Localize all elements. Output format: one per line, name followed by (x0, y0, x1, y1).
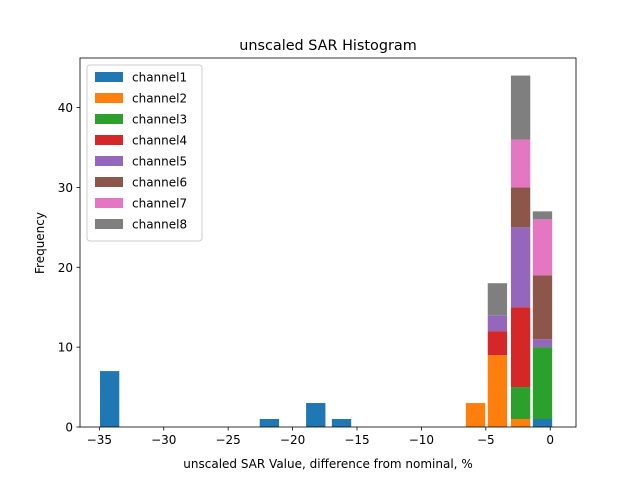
bar-channel7-bin-8 (532, 219, 553, 276)
bar-channel1-bin-2 (259, 419, 280, 427)
legend-label-channel7: channel7 (132, 197, 187, 211)
bar-channel5-bin-8 (532, 339, 553, 348)
x-tick-label: −35 (87, 433, 112, 447)
x-tick-label: −30 (151, 433, 176, 447)
chart-title: unscaled SAR Histogram (239, 38, 417, 54)
x-tick-label: 0 (546, 433, 554, 447)
plot-frame (79, 57, 577, 428)
bar-channel5-bin-6 (487, 315, 508, 332)
legend-label-channel5: channel5 (132, 155, 187, 169)
legend-swatch-channel3 (95, 114, 123, 124)
bar-channel5-bin-7 (510, 227, 531, 308)
y-tick-label: 0 (65, 421, 73, 435)
legend-label-channel1: channel1 (132, 71, 187, 85)
x-axis-label: unscaled SAR Value, difference from nomi… (183, 457, 472, 471)
bar-channel6-bin-8 (532, 275, 553, 340)
bar-channel2-bin-7 (510, 419, 531, 427)
legend-swatch-channel6 (95, 177, 123, 187)
x-tick-label: −5 (477, 433, 495, 447)
legend: channel1 channel2 channel3 channel4 channel5… (86, 64, 203, 242)
bar-channel4-bin-7 (510, 307, 531, 388)
legend-swatch-channel2 (95, 93, 123, 103)
legend-label-channel8: channel8 (132, 218, 187, 232)
bar-channel8-bin-6 (487, 283, 508, 316)
y-tick-label: 30 (58, 181, 73, 195)
y-tick-label: 10 (58, 341, 73, 355)
legend-swatch-channel7 (95, 198, 123, 208)
bar-channel1-bin-4 (331, 419, 352, 427)
axes-layer: −35 −30 −25 −20 −15 −10 −5 0 0 10 20 30 40 (58, 57, 577, 447)
bar-channel8-bin-7 (510, 75, 531, 140)
legend-label-channel4: channel4 (132, 134, 187, 148)
legend-swatch-channel1 (95, 72, 123, 82)
x-tick-label: −20 (280, 433, 305, 447)
bar-channel3-bin-7 (510, 387, 531, 420)
legend-swatch-channel8 (95, 219, 123, 229)
legend-label-channel6: channel6 (132, 176, 187, 190)
bar-channel1-bin-3 (306, 403, 326, 427)
bar-channel8-bin-8 (532, 211, 553, 220)
bar-channel7-bin-7 (510, 139, 531, 188)
legend-box (86, 64, 203, 242)
bar-channel3-bin-8 (532, 347, 553, 420)
y-tick-label: 20 (58, 261, 73, 275)
legend-swatch-channel4 (95, 135, 123, 145)
bar-channel2-bin-5 (465, 403, 486, 427)
bar-channel4-bin-6 (487, 331, 508, 356)
legend-label-channel3: channel3 (132, 113, 187, 127)
bars-layer (99, 75, 553, 427)
bar-channel1-bin-1 (99, 371, 120, 427)
y-axis-label: Frequency (33, 212, 47, 274)
legend-label-channel2: channel2 (132, 92, 187, 106)
legend-swatch-channel5 (95, 156, 123, 166)
y-tick-label: 40 (58, 101, 73, 115)
bar-channel2-bin-6 (487, 355, 508, 427)
bar-channel6-bin-7 (510, 187, 531, 228)
x-tick-label: −10 (409, 433, 434, 447)
bar-channel1-bin-8 (532, 419, 553, 427)
x-tick-label: −25 (215, 433, 240, 447)
x-tick-label: −15 (344, 433, 369, 447)
